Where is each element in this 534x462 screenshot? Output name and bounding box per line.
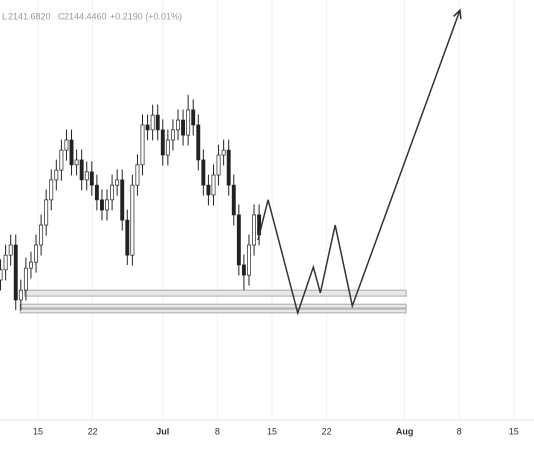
candle-body: [13, 244, 18, 301]
legend-close-label: C: [58, 11, 65, 21]
candle-body: [54, 169, 59, 181]
legend-low-label: L: [2, 11, 7, 21]
candle-body: [23, 267, 28, 291]
candle-body: [29, 261, 33, 269]
candle-body: [105, 199, 109, 211]
candle-body: [231, 184, 236, 216]
candle-body: [125, 219, 130, 256]
candle-body: [59, 149, 64, 171]
candle-body: [79, 159, 84, 181]
x-tick-label: 8: [457, 426, 462, 436]
candle-body: [211, 174, 216, 196]
candle-body: [18, 289, 23, 301]
x-tick-label: 8: [215, 426, 220, 436]
candle-body: [0, 269, 3, 281]
candle-body: [120, 179, 125, 221]
candle-body: [252, 214, 257, 246]
candle-body: [49, 179, 54, 201]
arrow-head: [453, 8, 462, 20]
candle-body: [236, 214, 241, 266]
candle-body: [160, 129, 165, 156]
candle-body: [186, 109, 191, 136]
candle-body: [145, 124, 150, 131]
x-tick-label: 22: [88, 426, 98, 436]
x-tick-label: 15: [33, 426, 43, 436]
candle-body: [64, 139, 69, 151]
candle-body: [69, 139, 74, 166]
x-tick-label: Aug: [396, 426, 414, 436]
candle-body: [140, 124, 145, 166]
candle-body: [191, 109, 196, 126]
candle-body: [170, 129, 175, 141]
zone: [19, 308, 407, 314]
candle-body: [8, 244, 13, 256]
candle-body: [115, 179, 120, 186]
candle-body: [39, 224, 44, 246]
zone: [19, 303, 407, 309]
candle-body: [135, 164, 140, 186]
x-tick-label: 15: [509, 426, 519, 436]
candle-body: [206, 184, 211, 196]
candle-body: [221, 149, 226, 156]
zone: [24, 289, 407, 297]
candle-body: [84, 171, 89, 181]
x-tick-label: Jul: [156, 426, 169, 436]
candle-body: [110, 184, 115, 201]
candle-body: [196, 124, 201, 161]
candle-body: [99, 199, 104, 211]
candle-body: [241, 264, 246, 276]
candle-body: [176, 119, 180, 131]
candle-body: [150, 114, 155, 131]
legend-close: 2144.4460: [64, 11, 107, 21]
candle-body: [181, 119, 186, 136]
candle-body: [94, 184, 99, 201]
candle-body: [247, 244, 251, 276]
candle-body: [165, 139, 170, 156]
candle-body: [34, 244, 38, 263]
legend-change: +0.2190 (+0.01%): [110, 11, 182, 21]
candle-body: [130, 184, 135, 256]
candle-body: [216, 154, 221, 176]
legend-low: 2141.6820: [8, 11, 51, 21]
candle-body: [44, 199, 49, 226]
candle-body: [89, 171, 94, 186]
plot: 15 22 Jul 8 15 22 Aug 8 15: [0, 0, 534, 436]
projection-line: [257, 9, 461, 316]
candle-body: [226, 149, 231, 186]
candle-body: [74, 159, 79, 166]
candle-body: [3, 254, 8, 271]
candle-body: [201, 159, 206, 186]
candle-body: [155, 114, 160, 131]
x-tick-label: 22: [322, 426, 332, 436]
x-tick-label: 15: [267, 426, 277, 436]
